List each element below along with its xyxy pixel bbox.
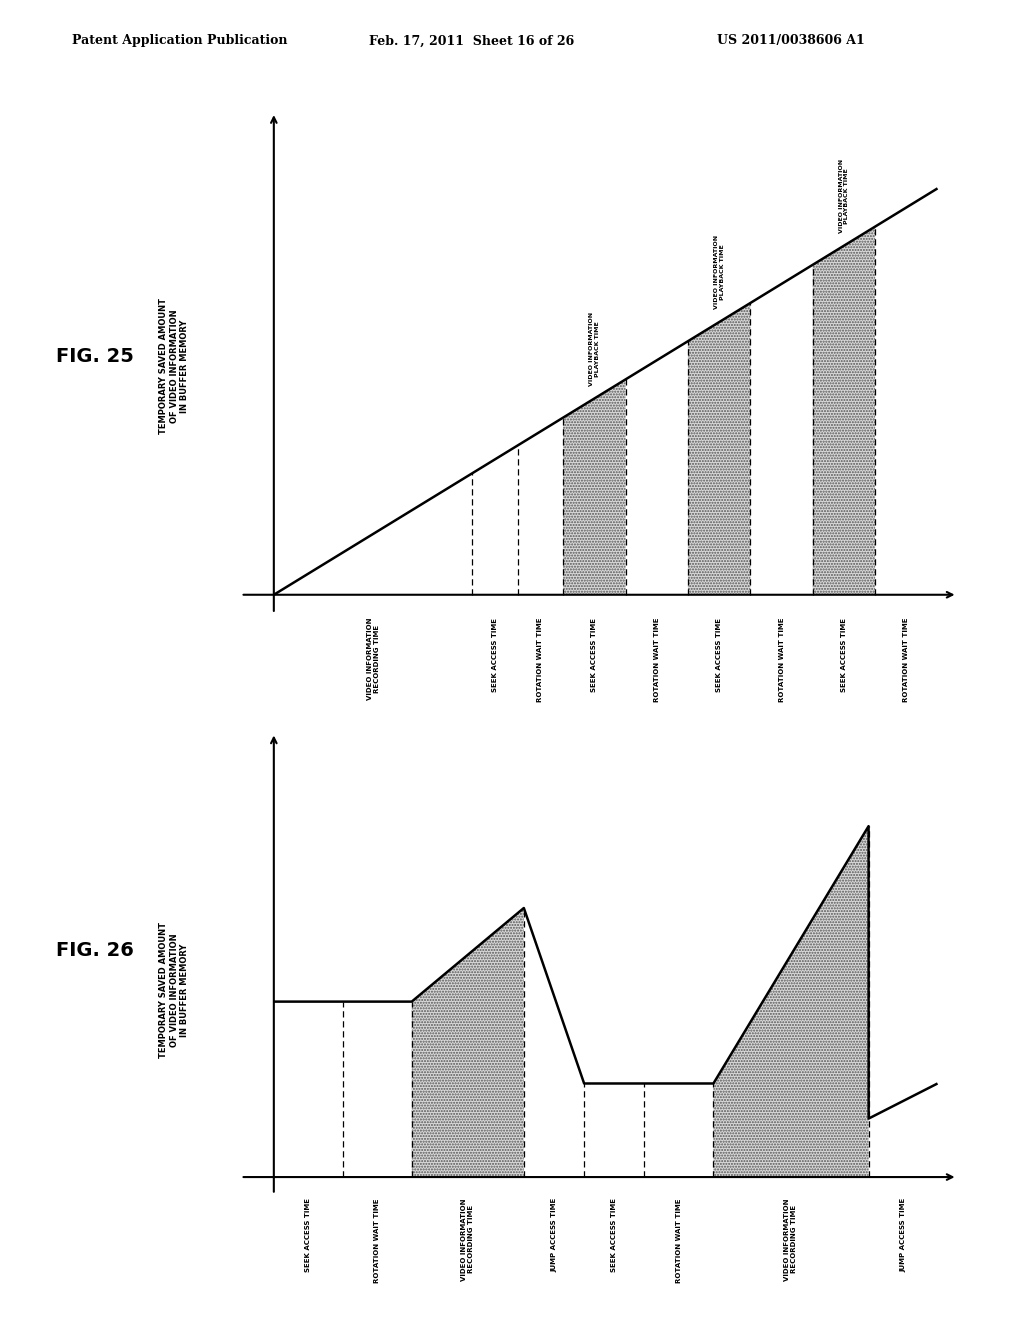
Text: VIDEO INFORMATION
RECORDING TIME: VIDEO INFORMATION RECORDING TIME xyxy=(784,1199,798,1280)
Text: ROTATION WAIT TIME: ROTATION WAIT TIME xyxy=(676,1199,682,1283)
Text: US 2011/0038606 A1: US 2011/0038606 A1 xyxy=(717,34,864,48)
Text: VIDEO INFORMATION
RECORDING TIME: VIDEO INFORMATION RECORDING TIME xyxy=(461,1199,474,1280)
Text: SEEK ACCESS TIME: SEEK ACCESS TIME xyxy=(493,618,498,692)
Text: SEEK ACCESS TIME: SEEK ACCESS TIME xyxy=(716,618,722,692)
Text: ROTATION WAIT TIME: ROTATION WAIT TIME xyxy=(903,618,909,702)
Text: Feb. 17, 2011  Sheet 16 of 26: Feb. 17, 2011 Sheet 16 of 26 xyxy=(369,34,573,48)
Text: ROTATION WAIT TIME: ROTATION WAIT TIME xyxy=(374,1199,380,1283)
Text: VIDEO INFORMATION
PLAYBACK TIME: VIDEO INFORMATION PLAYBACK TIME xyxy=(714,235,725,309)
Polygon shape xyxy=(412,908,524,1177)
Text: FIG. 25: FIG. 25 xyxy=(56,347,134,366)
Polygon shape xyxy=(813,227,876,595)
Text: SEEK ACCESS TIME: SEEK ACCESS TIME xyxy=(611,1199,617,1272)
Text: TEMPORARY SAVED AMOUNT
OF VIDEO INFORMATION
IN BUFFER MEMORY: TEMPORARY SAVED AMOUNT OF VIDEO INFORMAT… xyxy=(160,921,189,1057)
Polygon shape xyxy=(563,379,626,595)
Polygon shape xyxy=(714,826,868,1177)
Text: ROTATION WAIT TIME: ROTATION WAIT TIME xyxy=(538,618,544,702)
Text: FIG. 26: FIG. 26 xyxy=(56,941,134,960)
Polygon shape xyxy=(688,304,751,595)
Text: SEEK ACCESS TIME: SEEK ACCESS TIME xyxy=(841,618,847,692)
Text: ROTATION WAIT TIME: ROTATION WAIT TIME xyxy=(653,618,659,702)
Text: VIDEO INFORMATION
PLAYBACK TIME: VIDEO INFORMATION PLAYBACK TIME xyxy=(839,158,849,234)
Text: ROTATION WAIT TIME: ROTATION WAIT TIME xyxy=(778,618,784,702)
Text: SEEK ACCESS TIME: SEEK ACCESS TIME xyxy=(591,618,597,692)
Text: VIDEO INFORMATION
RECORDING TIME: VIDEO INFORMATION RECORDING TIME xyxy=(367,618,380,700)
Text: VIDEO INFORMATION
PLAYBACK TIME: VIDEO INFORMATION PLAYBACK TIME xyxy=(589,312,600,385)
Text: Patent Application Publication: Patent Application Publication xyxy=(72,34,287,48)
Text: SEEK ACCESS TIME: SEEK ACCESS TIME xyxy=(305,1199,311,1272)
Text: JUMP ACCESS TIME: JUMP ACCESS TIME xyxy=(551,1199,557,1272)
Text: JUMP ACCESS TIME: JUMP ACCESS TIME xyxy=(900,1199,906,1272)
Text: TEMPORARY SAVED AMOUNT
OF VIDEO INFORMATION
IN BUFFER MEMORY: TEMPORARY SAVED AMOUNT OF VIDEO INFORMAT… xyxy=(160,298,189,434)
